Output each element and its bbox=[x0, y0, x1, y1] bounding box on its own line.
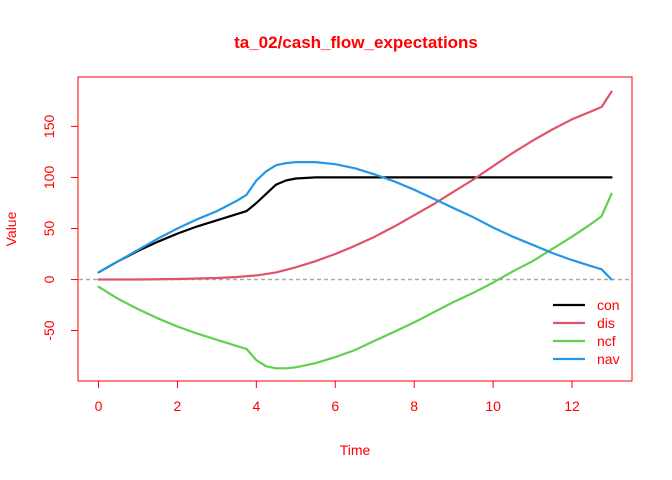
x-tick-label: 6 bbox=[331, 398, 339, 414]
y-axis-label: Value bbox=[3, 211, 19, 246]
legend: con dis ncf nav bbox=[553, 297, 620, 367]
legend-label-ncf: ncf bbox=[597, 333, 616, 349]
x-tick-label: 8 bbox=[410, 398, 418, 414]
x-tick-label: 12 bbox=[564, 398, 580, 414]
x-tick-label: 0 bbox=[95, 398, 103, 414]
y-tick-label: 100 bbox=[41, 166, 57, 190]
plot-frame bbox=[77, 76, 633, 382]
y-tick-label: 50 bbox=[41, 220, 57, 236]
y-tick-label: 0 bbox=[41, 275, 57, 283]
x-tick-label: 10 bbox=[485, 398, 501, 414]
x-tick-label: 4 bbox=[252, 398, 260, 414]
x-axis-label: Time bbox=[340, 442, 371, 458]
y-tick-label: -50 bbox=[41, 320, 57, 340]
legend-label-dis: dis bbox=[597, 315, 615, 331]
y-tick-label: 150 bbox=[41, 115, 57, 139]
series-line-ncf bbox=[97, 192, 613, 370]
x-tick-label: 2 bbox=[174, 398, 182, 414]
chart-title: ta_02/cash_flow_expectations bbox=[234, 33, 478, 52]
legend-label-con: con bbox=[597, 297, 620, 313]
series-line-con bbox=[97, 176, 613, 274]
series-layer bbox=[97, 90, 613, 370]
series-line-nav bbox=[97, 161, 613, 281]
series-line-dis bbox=[97, 90, 613, 281]
legend-label-nav: nav bbox=[597, 351, 620, 367]
y-axis: -50 0 50 100 150 bbox=[41, 115, 79, 341]
x-axis: 0 2 4 6 8 10 12 bbox=[95, 380, 580, 414]
